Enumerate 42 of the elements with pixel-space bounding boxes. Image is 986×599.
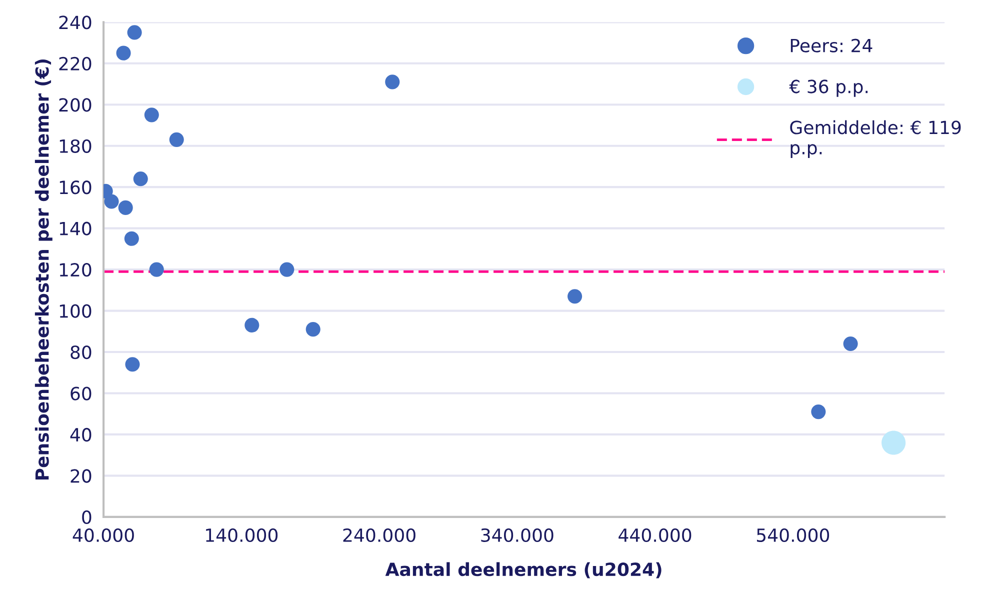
point	[125, 357, 140, 372]
x-tick-label: 40.000	[72, 528, 134, 542]
y-tick-label: 180	[60, 139, 92, 153]
y-tick-label: 20	[70, 469, 92, 483]
point	[280, 262, 294, 277]
y-tick-label: 140	[60, 222, 92, 236]
y-tick-label: 80	[70, 345, 92, 360]
point	[127, 25, 142, 40]
point	[244, 318, 260, 332]
point	[124, 231, 139, 246]
point	[568, 289, 582, 304]
point	[118, 200, 133, 215]
y-tick-label: 240	[59, 16, 92, 30]
x-axis-title: Aantal deelnemers (u2024)	[385, 562, 662, 578]
y-tick-label: 120	[60, 263, 92, 277]
point	[169, 132, 184, 147]
y-tick-label: 100	[60, 304, 92, 318]
point	[149, 262, 164, 277]
point	[811, 404, 826, 420]
y-tick-label: 0	[82, 510, 92, 524]
y-tick-label: 160	[60, 180, 92, 194]
legend-label: Peers: 24	[790, 38, 872, 52]
point	[144, 108, 159, 122]
point	[104, 194, 119, 209]
point	[882, 430, 906, 455]
y-tick-label: 60	[70, 386, 92, 400]
y-axis-title: Pensioenbeheerkosten per deelnemer (€)	[34, 59, 52, 480]
x-tick-label: 140.000	[206, 528, 278, 542]
point	[116, 46, 131, 60]
x-tick-label: 540.000	[756, 528, 830, 542]
legend-label: Gemiddelde: € 119 p.p.	[790, 120, 961, 158]
x-tick-label: 440.000	[618, 528, 692, 542]
y-tick-label: 200	[59, 98, 92, 112]
x-tick-label: 340.000	[481, 528, 554, 542]
y-tick-label: 220	[59, 56, 92, 71]
y-tick-label: 40	[70, 428, 92, 442]
point	[133, 172, 148, 186]
point	[306, 322, 320, 337]
point	[385, 74, 400, 90]
point	[843, 336, 858, 352]
x-tick-label: 240.000	[343, 528, 416, 542]
legend-label: € 36 p.p.	[789, 80, 868, 97]
